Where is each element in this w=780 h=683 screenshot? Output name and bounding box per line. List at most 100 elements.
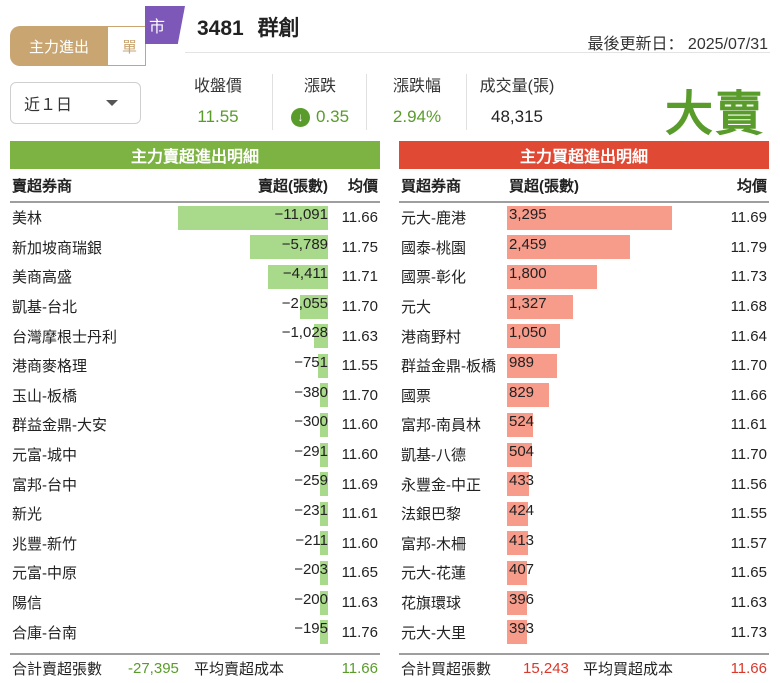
avg-price: 11.71 [341, 268, 378, 286]
broker-name[interactable]: 國票-彰化 [401, 269, 466, 287]
avg-price: 11.73 [730, 268, 767, 286]
change-label: 漲跌 [303, 78, 336, 95]
broker-name[interactable]: 群益金鼎-板橋 [401, 358, 496, 376]
broker-name[interactable]: 美商高盛 [12, 269, 73, 287]
broker-name[interactable]: 國票 [401, 387, 432, 405]
net-bar [249, 235, 328, 260]
broker-name[interactable]: 凱基-八德 [401, 447, 466, 465]
net-bar-cell [178, 353, 328, 378]
net-bar-cell [507, 442, 677, 467]
broker-name[interactable]: 美林 [12, 210, 43, 228]
tab-main-force[interactable]: 主力進出 [10, 26, 108, 66]
col-net: 賣超(張數) [258, 177, 328, 195]
header-divider [185, 52, 770, 53]
broker-name[interactable]: 永豐金-中正 [401, 476, 481, 494]
avg-price: 11.60 [341, 416, 378, 434]
period-select[interactable]: 近１日 [10, 82, 141, 124]
net-value: 504 [509, 442, 535, 460]
broker-name[interactable]: 元大-鹿港 [401, 210, 466, 228]
table-row: 富邦-南員林 524 11.61 [399, 410, 769, 440]
net-value: −5,789 [281, 235, 328, 253]
last-updated: 最後更新日： 2025/07/31 [587, 30, 768, 54]
net-value: −211 [295, 531, 328, 549]
net-bar-cell [178, 294, 328, 319]
net-value: −380 [294, 383, 328, 401]
net-value: −259 [294, 472, 328, 490]
broker-name[interactable]: 元富-中原 [12, 565, 77, 583]
table-row: 群益金鼎-板橋 989 11.70 [399, 351, 769, 381]
net-bar [320, 620, 328, 645]
broker-name[interactable]: 群益金鼎-大安 [12, 417, 107, 435]
net-bar-cell [507, 383, 677, 408]
net-bar [507, 472, 529, 497]
net-value: 3,295 [509, 206, 547, 223]
net-bar [507, 442, 533, 467]
broker-name[interactable]: 富邦-木柵 [401, 535, 466, 553]
broker-name[interactable]: 元大-花蓮 [401, 565, 466, 583]
net-bar-cell [178, 324, 328, 349]
broker-name[interactable]: 元大-大里 [401, 624, 466, 642]
buy-avg-cost-value: 11.66 [730, 660, 767, 677]
broker-name[interactable]: 凱基-台北 [12, 299, 77, 317]
avg-price: 11.68 [730, 298, 767, 316]
net-value: −203 [294, 561, 328, 579]
broker-name[interactable]: 合庫-台南 [12, 624, 77, 642]
sell-total-value: -27,395 [128, 660, 179, 677]
avg-price: 11.60 [341, 534, 378, 552]
net-bar-cell [507, 560, 677, 585]
broker-name[interactable]: 花旗環球 [401, 595, 462, 613]
table-row: 凱基-台北 −2,055 11.70 [10, 292, 380, 322]
broker-name[interactable]: 富邦-台中 [12, 476, 77, 494]
sell-table-header: 賣超券商 賣超(張數) 均價 [10, 169, 380, 203]
net-value: 1,050 [509, 324, 547, 342]
avg-price: 11.61 [341, 505, 378, 523]
quote-divider [272, 74, 273, 130]
verdict-badge: 大賣 [665, 88, 766, 141]
close-value: 11.55 [197, 107, 239, 126]
buy-table-footer: 合計買超張數 15,243 平均買超成本 11.66 [399, 653, 769, 682]
buy-table: 主力買超進出明細 買超券商 買超(張數) 均價 元大-鹿港 3,295 11.69 國… [399, 141, 769, 647]
broker-name[interactable]: 陽信 [12, 595, 43, 613]
net-value: 524 [509, 413, 535, 431]
stock-name: 群創 [257, 17, 300, 40]
net-bar [268, 264, 328, 289]
broker-name[interactable]: 元大 [401, 299, 432, 317]
buy-table-body: 元大-鹿港 3,295 11.69 國泰-桃園 2,459 11.79 國票-彰化 1,800… [399, 203, 769, 647]
close-label: 收盤價 [193, 78, 242, 95]
avg-price: 11.61 [730, 416, 767, 434]
broker-name[interactable]: 港商野村 [401, 328, 462, 346]
tab-single[interactable]: 單 [108, 26, 146, 66]
change-value-wrap: ↓ 0.35 [282, 106, 358, 128]
table-row: 國票-彰化 1,800 11.73 [399, 262, 769, 292]
net-bar-cell [507, 501, 677, 526]
broker-name[interactable]: 玉山-板橋 [12, 387, 77, 405]
net-bar [507, 560, 528, 585]
broker-name[interactable]: 法銀巴黎 [401, 506, 462, 524]
avg-price: 11.75 [341, 238, 378, 256]
broker-name[interactable]: 新光 [12, 506, 43, 524]
stock-title: 3481 群創 [197, 12, 308, 42]
avg-price: 11.69 [730, 209, 767, 227]
broker-name[interactable]: 元富-城中 [12, 447, 77, 465]
net-bar-cell [507, 294, 677, 319]
broker-name[interactable]: 富邦-南員林 [401, 417, 481, 435]
table-row: 港商麥格理 −751 11.55 [10, 351, 380, 381]
net-value: 1,800 [509, 265, 547, 283]
avg-price: 11.73 [730, 623, 767, 641]
broker-name[interactable]: 港商麥格理 [12, 358, 88, 376]
broker-name[interactable]: 國泰-桃園 [401, 239, 466, 257]
broker-name[interactable]: 台灣摩根士丹利 [12, 328, 118, 346]
table-row: 富邦-台中 −259 11.69 [10, 469, 380, 499]
table-row: 永豐金-中正 433 11.56 [399, 469, 769, 499]
broker-name[interactable]: 兆豐-新竹 [12, 535, 77, 553]
avg-price: 11.66 [341, 209, 378, 227]
net-bar-cell [507, 353, 677, 378]
sell-avg-cost-label: 平均賣超成本 [194, 661, 285, 678]
net-bar-cell [178, 264, 328, 289]
net-value: −200 [294, 590, 328, 608]
change-pct-label: 漲跌幅 [392, 78, 441, 95]
broker-name[interactable]: 新加坡商瑞銀 [12, 239, 103, 257]
net-value: 396 [509, 590, 535, 608]
net-bar-cell [178, 590, 328, 615]
net-value: 2,459 [509, 235, 547, 253]
